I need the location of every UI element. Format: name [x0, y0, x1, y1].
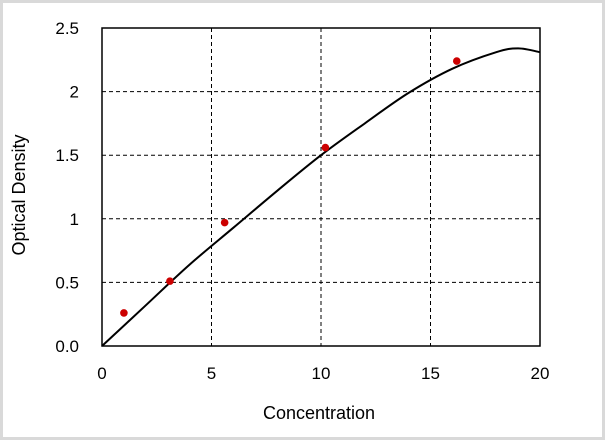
y-axis-tick-labels: 0.0 0.5 1 1.5 2 2.5 [55, 19, 79, 356]
x-tick-label-4: 20 [531, 364, 550, 383]
grid-lines [102, 28, 540, 346]
x-tick-label-3: 15 [421, 364, 440, 383]
x-tick-label-2: 10 [312, 364, 331, 383]
y-tick-label-1: 0.5 [55, 273, 79, 292]
x-tick-label-1: 5 [207, 364, 216, 383]
y-tick-label-0: 0.0 [55, 337, 79, 356]
y-tick-label-4: 2 [70, 83, 79, 102]
x-axis-title: Concentration [263, 403, 375, 423]
y-tick-label-3: 1.5 [55, 146, 79, 165]
x-axis-tick-labels: 0 5 10 15 20 [97, 364, 549, 383]
y-tick-label-5: 2.5 [55, 19, 79, 38]
data-points [120, 57, 461, 317]
data-point-4 [452, 57, 461, 65]
data-point-1 [166, 277, 174, 285]
data-point-2 [220, 218, 229, 227]
x-tick-label-0: 0 [97, 364, 106, 383]
y-axis-title: Optical Density [9, 134, 29, 255]
plot-area-border [101, 27, 541, 347]
data-point-3 [321, 143, 330, 152]
y-tick-label-2: 1 [70, 210, 79, 229]
data-point-0 [120, 309, 128, 317]
fit-curve-line [101, 47, 541, 347]
